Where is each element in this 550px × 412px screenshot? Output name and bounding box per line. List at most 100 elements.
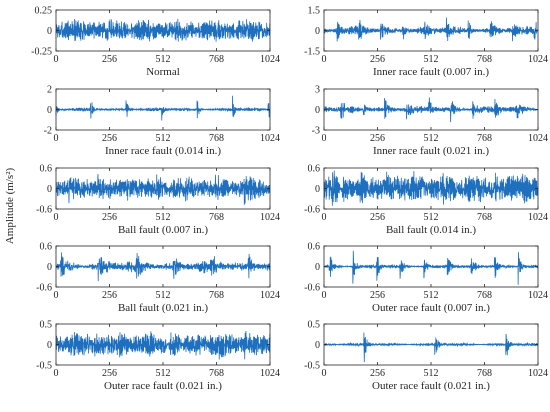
x-tick-label: 256 [102,290,117,301]
y-tick-label: -0.6 [36,205,52,216]
y-tick-label: 0.5 [308,320,321,331]
signal-trace [55,252,271,282]
x-tick-label: 768 [209,54,224,65]
x-tick-label: 512 [424,54,439,65]
x-tick-label: 768 [477,212,492,223]
subplot-caption: Inner race fault (0.014 in.) [105,145,221,157]
x-tick-label: 0 [54,133,59,144]
y-tick-label: 2 [47,85,52,96]
y-tick-label: 0 [47,26,52,37]
subplot-caption: Normal [146,66,180,78]
x-tick-label: 256 [370,54,385,65]
x-tick-label: 256 [370,368,385,379]
x-tick-label: 0 [54,212,59,223]
y-tick-label: 0.6 [308,164,321,175]
x-tick-label: 0 [54,368,59,379]
x-tick-label: 512 [424,133,439,144]
y-tick-label: 0.6 [40,242,53,253]
x-tick-label: 256 [370,133,385,144]
x-tick-label: 768 [477,54,492,65]
y-tick-label: -0.5 [304,361,320,372]
y-tick-label: 0 [47,105,52,116]
y-tick-label: -1.5 [304,47,320,58]
y-tick-label: 0 [47,184,52,195]
signal-trace [323,170,539,206]
x-tick-label: 512 [156,290,171,301]
x-tick-label: 768 [209,133,224,144]
x-tick-label: 512 [424,368,439,379]
x-tick-label: 256 [102,54,117,65]
signal-trace [55,330,271,360]
y-tick-label: 0 [315,26,320,37]
y-tick-label: 0.5 [40,320,53,331]
y-tick-label: 3 [315,85,320,96]
signal-trace [323,332,539,363]
subplot-caption: Outer race fault (0.021 in.) [104,380,222,392]
y-tick-label: -0.25 [31,47,52,58]
x-tick-label: 768 [477,133,492,144]
signal-trace [55,95,271,121]
y-tick-label: -0.6 [36,283,52,294]
subplot-caption: Inner race fault (0.021 in.) [373,145,489,157]
x-tick-label: 512 [156,133,171,144]
x-tick-label: 256 [370,290,385,301]
y-tick-label: -0.6 [304,205,320,216]
x-tick-label: 0 [322,212,327,223]
x-tick-label: 512 [424,212,439,223]
y-tick-label: 0.6 [308,242,321,253]
x-tick-label: 1024 [528,290,548,301]
y-tick-label: 1.5 [308,6,321,17]
x-tick-label: 1024 [528,133,548,144]
y-tick-label: 0.25 [35,6,53,17]
subplot-caption: Ball fault (0.014 in.) [386,224,476,236]
y-tick-label: -3 [312,126,320,137]
x-tick-label: 0 [322,368,327,379]
y-tick-label: 0 [47,340,52,351]
x-tick-label: 768 [477,368,492,379]
x-tick-label: 768 [209,290,224,301]
x-tick-label: 512 [424,290,439,301]
x-tick-label: 1024 [528,54,548,65]
signal-trace [55,18,271,42]
x-tick-label: 256 [102,368,117,379]
y-tick-label: -0.6 [304,283,320,294]
y-tick-label: 0 [315,262,320,273]
x-tick-label: 0 [54,54,59,65]
x-tick-label: 1024 [260,54,280,65]
x-tick-label: 0 [322,133,327,144]
subplot-caption: Inner race fault (0.007 in.) [373,66,489,78]
y-tick-label: 0 [315,184,320,195]
x-tick-label: 256 [370,212,385,223]
y-tick-label: 0.6 [40,164,53,175]
x-tick-label: 256 [102,212,117,223]
signal-trace [323,17,539,42]
x-tick-label: 0 [322,54,327,65]
x-tick-label: 512 [156,368,171,379]
x-tick-label: 768 [209,212,224,223]
x-tick-label: 512 [156,54,171,65]
x-tick-label: 1024 [528,212,548,223]
x-tick-label: 1024 [260,290,280,301]
signal-trace [323,250,539,285]
y-tick-label: -2 [44,126,52,137]
y-tick-label: 0 [47,262,52,273]
signal-trace [323,97,538,123]
x-tick-label: 768 [477,290,492,301]
x-tick-label: 1024 [260,133,280,144]
subplot-caption: Outer race fault (0.021 in.) [372,380,490,392]
y-tick-label: 0 [315,340,320,351]
x-tick-label: 256 [102,133,117,144]
x-tick-label: 0 [322,290,327,301]
